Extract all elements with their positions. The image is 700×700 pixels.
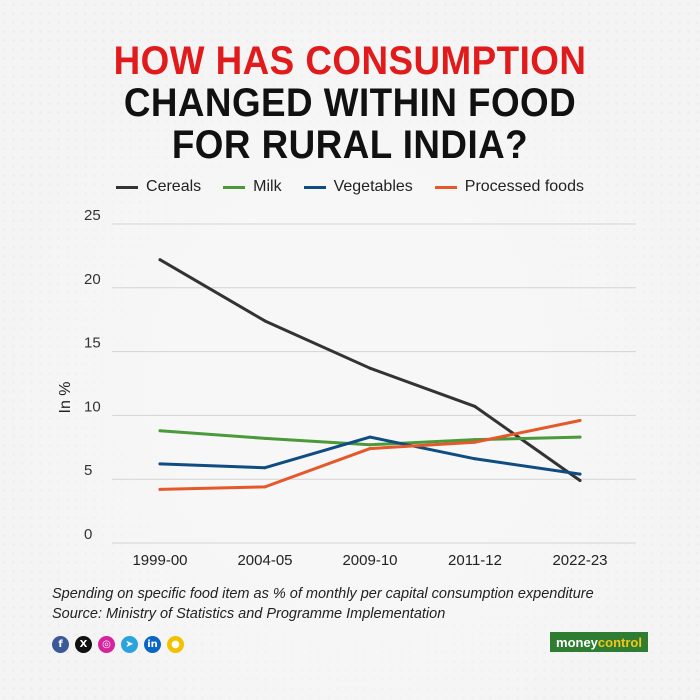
linkedin-icon[interactable]: in <box>144 636 161 653</box>
data-point-cereals <box>263 319 267 323</box>
chart-legend: Cereals Milk Vegetables Processed foods <box>0 178 700 196</box>
x-tick-label: 2011-12 <box>448 552 502 569</box>
legend-swatch <box>434 185 457 189</box>
legend-label: Cereals <box>146 178 202 195</box>
data-point-vegetables <box>263 466 267 470</box>
x-tick-label: 2022-23 <box>552 552 607 569</box>
page-title: HOW HAS CONSUMPTION CHANGED WITHIN FOOD … <box>28 40 672 166</box>
y-tick-label: 20 <box>84 271 101 288</box>
legend-item-cereals: Cereals <box>116 178 201 196</box>
footnote: Spending on specific food item as % of m… <box>52 584 672 624</box>
telegram-icon[interactable]: ➤ <box>121 636 138 653</box>
data-point-milk <box>473 438 477 442</box>
instagram-icon[interactable]: ◎ <box>98 636 115 653</box>
title-line-2: CHANGED WITHIN FOOD <box>123 81 577 125</box>
data-point-milk <box>578 435 582 439</box>
title-line-1: HOW HAS CONSUMPTION <box>113 39 587 83</box>
y-tick-label: 5 <box>84 462 92 479</box>
data-point-milk <box>158 429 162 433</box>
data-point-cereals <box>473 404 477 408</box>
logo-part-2: control <box>597 634 642 650</box>
data-point-milk <box>263 436 267 440</box>
social-icons: f X ◎ ➤ in ● <box>52 636 184 653</box>
x-tick-label: 2004-05 <box>237 552 292 569</box>
data-point-processed-foods <box>263 485 267 489</box>
x-tick-label: 1999-00 <box>132 552 187 569</box>
legend-label: Vegetables <box>333 178 413 195</box>
legend-swatch <box>303 185 326 189</box>
series-line-vegetables <box>158 435 582 476</box>
footnote-description: Spending on specific food item as % of m… <box>52 586 594 602</box>
title-line-3: FOR RURAL INDIA? <box>171 123 529 167</box>
legend-item-milk: Milk <box>223 178 282 196</box>
legend-item-vegetables: Vegetables <box>303 178 413 196</box>
data-point-processed-foods <box>473 440 477 444</box>
data-point-cereals <box>578 478 582 482</box>
x-tick-label: 2009-10 <box>342 552 397 569</box>
legend-swatch <box>116 185 139 189</box>
data-point-cereals <box>158 258 162 262</box>
footnote-source: Source: Ministry of Statistics and Progr… <box>52 606 446 622</box>
y-tick-label: 10 <box>84 398 101 415</box>
legend-label: Processed foods <box>464 178 584 195</box>
logo-part-1: money <box>556 634 598 650</box>
y-axis-label: In % <box>57 381 74 413</box>
data-point-processed-foods <box>368 447 372 451</box>
legend-item-processed-foods: Processed foods <box>434 178 584 196</box>
koo-icon[interactable]: ● <box>167 636 184 653</box>
data-point-vegetables <box>473 457 477 461</box>
legend-label: Milk <box>253 178 282 195</box>
y-tick-label: 15 <box>84 335 101 352</box>
facebook-icon[interactable]: f <box>52 636 69 653</box>
legend-swatch <box>223 185 246 189</box>
data-point-vegetables <box>578 472 582 476</box>
data-point-milk <box>368 443 372 447</box>
x-icon[interactable]: X <box>75 636 92 653</box>
y-tick-label: 0 <box>84 526 92 543</box>
data-point-processed-foods <box>158 487 162 491</box>
moneycontrol-logo: money control <box>550 632 648 652</box>
data-point-cereals <box>368 366 372 370</box>
data-point-processed-foods <box>578 419 582 423</box>
data-point-vegetables <box>368 435 372 439</box>
data-point-vegetables <box>158 462 162 466</box>
y-tick-label: 25 <box>84 207 101 224</box>
